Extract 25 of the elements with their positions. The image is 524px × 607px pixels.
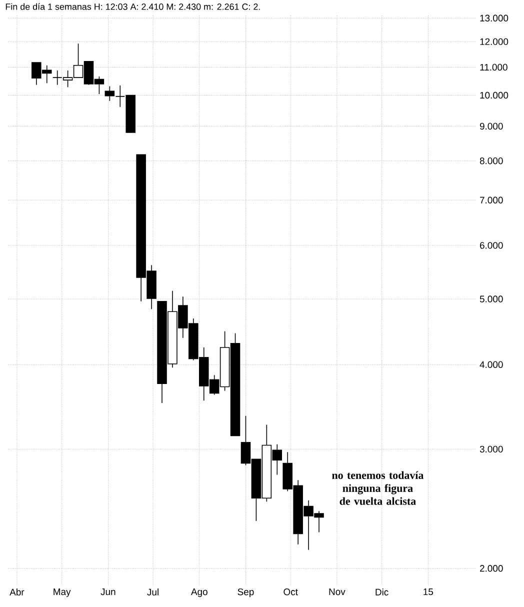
annotation: no tenemos todavía ninguna figura de vuelta alcista bbox=[332, 471, 424, 505]
chart-title: Fin de día 1 semanas H: 12:03 A: 2.410 M: 2.430 m: 2.261 C: 2. bbox=[6, 3, 260, 10]
y-tick-label: 7.000 bbox=[480, 196, 503, 204]
y-tick-label: 10.000 bbox=[480, 92, 508, 99]
y-tick-label: 9.000 bbox=[480, 122, 503, 130]
y-tick-label: 13.000 bbox=[480, 14, 508, 22]
x-tick-label: May bbox=[54, 588, 71, 597]
x-tick-label: Jul bbox=[147, 588, 158, 596]
y-tick-label: 6.000 bbox=[480, 242, 503, 249]
x-tick-label: Oct bbox=[284, 588, 298, 596]
y-tick-label: 3.000 bbox=[480, 446, 503, 453]
x-tick-label: Dic bbox=[376, 588, 388, 596]
x-tick-label: Ago bbox=[190, 588, 208, 597]
y-tick-label: 8.000 bbox=[480, 157, 503, 164]
y-tick-label: 11.000 bbox=[480, 64, 508, 71]
x-tick-label: 15 bbox=[424, 588, 434, 596]
x-tick-label: Nov bbox=[329, 588, 346, 596]
y-tick-label: 4.000 bbox=[480, 361, 503, 368]
y-tick-label: 5.000 bbox=[480, 296, 503, 302]
x-tick-label: Sep bbox=[238, 588, 254, 598]
candlestick bbox=[104, 86, 115, 102]
y-tick-label: 12.000 bbox=[480, 38, 508, 46]
x-tick-label: Abr bbox=[10, 588, 24, 596]
x-tick-label: Jun bbox=[100, 588, 116, 596]
y-tick-label: 2.000 bbox=[480, 565, 503, 572]
